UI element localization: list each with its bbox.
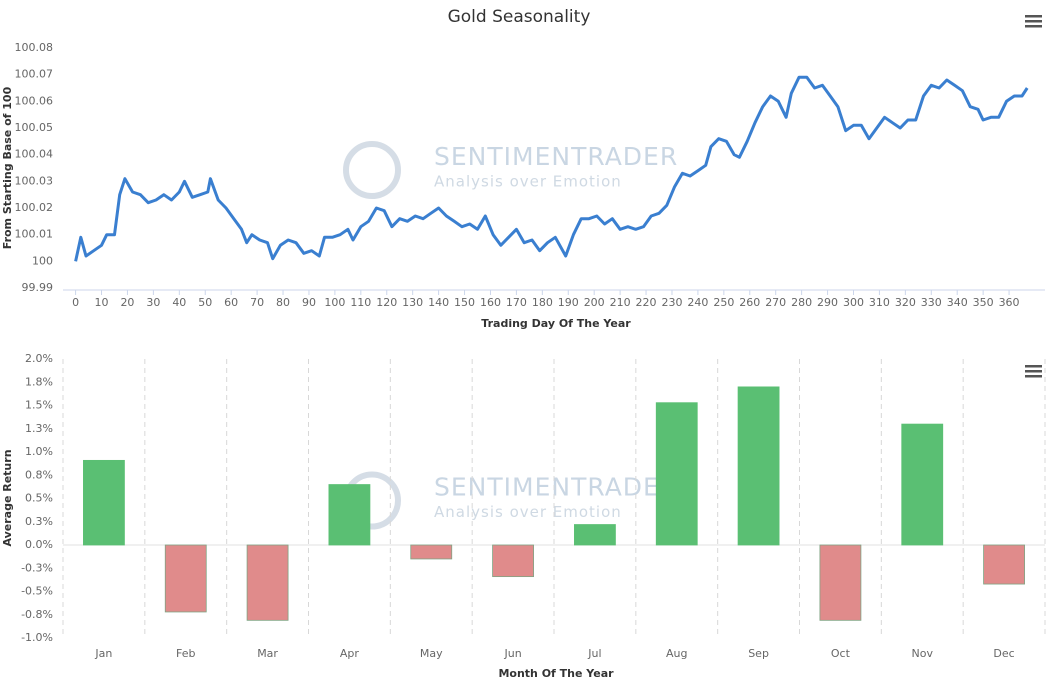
x-tick-label: Dec — [993, 647, 1014, 660]
x-tick-label: 40 — [172, 296, 186, 309]
y-tick-label: -1.0% — [21, 631, 53, 644]
watermark: Analysis over Emotion — [434, 173, 622, 191]
x-tick-label: 120 — [376, 296, 397, 309]
x-tick-label: 50 — [198, 296, 212, 309]
y-tick-label: 0.0% — [25, 538, 53, 551]
x-tick-label: Sep — [748, 647, 769, 660]
x-tick-label: Feb — [176, 647, 195, 660]
x-tick-label: 160 — [480, 296, 501, 309]
x-tick-label: 220 — [636, 296, 657, 309]
x-tick-label: 320 — [895, 296, 916, 309]
x-tick-label: 80 — [276, 296, 290, 309]
x-axis-title: Month Of The Year — [498, 667, 614, 680]
x-tick-label: 0 — [72, 296, 79, 309]
x-tick-label: 110 — [350, 296, 371, 309]
y-tick-label: 1.5% — [25, 399, 53, 412]
x-tick-label: 210 — [610, 296, 631, 309]
x-tick-label: 180 — [532, 296, 553, 309]
x-tick-label: 350 — [973, 296, 994, 309]
y-tick-label: 100.04 — [15, 148, 54, 161]
x-tick-label: Nov — [912, 647, 934, 660]
x-tick-label: 20 — [120, 296, 134, 309]
y-tick-label: 100.03 — [15, 174, 54, 187]
menu-icon[interactable] — [1025, 15, 1042, 28]
x-tick-label: Aug — [666, 647, 687, 660]
bar — [246, 544, 289, 621]
y-tick-label: -0.5% — [21, 585, 53, 598]
y-tick-label: 100.06 — [15, 94, 54, 107]
y-tick-label: 1.3% — [25, 422, 53, 435]
x-tick-label: 250 — [713, 296, 734, 309]
watermark: SENTIMENTRADER — [434, 142, 678, 171]
x-tick-label: 70 — [250, 296, 264, 309]
x-tick-label: 330 — [921, 296, 942, 309]
y-tick-label: -0.8% — [21, 608, 53, 621]
watermark: Analysis over Emotion — [434, 503, 622, 521]
bar — [737, 386, 780, 546]
y-tick-label: 100.08 — [15, 41, 54, 54]
bar — [819, 544, 862, 621]
y-axis-title: From Starting Base of 100 — [1, 86, 14, 249]
x-tick-label: 240 — [687, 296, 708, 309]
bar — [492, 544, 534, 578]
x-tick-label: May — [420, 647, 443, 660]
y-tick-label: 1.0% — [25, 445, 53, 458]
bar — [410, 544, 453, 560]
x-tick-label: 300 — [843, 296, 864, 309]
x-tick-label: Apr — [340, 647, 360, 660]
y-tick-label: 100 — [32, 254, 53, 267]
y-tick-label: -0.3% — [21, 561, 53, 574]
bar — [164, 544, 207, 613]
x-tick-label: 140 — [428, 296, 449, 309]
bar — [983, 544, 1025, 585]
bar — [655, 402, 698, 546]
x-tick-label: 130 — [402, 296, 423, 309]
x-tick-label: 90 — [302, 296, 316, 309]
bar — [901, 423, 944, 546]
x-tick-label: 10 — [95, 296, 109, 309]
x-tick-label: 290 — [817, 296, 838, 309]
watermark-logo — [343, 141, 401, 199]
y-tick-label: 100.01 — [15, 228, 54, 241]
menu-icon[interactable] — [1025, 365, 1042, 378]
x-tick-label: 150 — [454, 296, 475, 309]
y-axis-title: Average Return — [1, 449, 14, 546]
y-tick-label: 100.05 — [15, 121, 54, 134]
y-tick-label: 99.99 — [22, 281, 54, 294]
x-tick-label: 100 — [324, 296, 345, 309]
x-tick-label: 170 — [506, 296, 527, 309]
x-tick-label: 260 — [739, 296, 760, 309]
x-tick-label: 340 — [947, 296, 968, 309]
y-tick-label: 100.07 — [15, 68, 54, 81]
y-tick-label: 1.8% — [25, 375, 53, 388]
x-tick-label: 280 — [791, 296, 812, 309]
y-tick-label: 0.8% — [25, 468, 53, 481]
watermark: SENTIMENTRADER — [434, 473, 678, 502]
x-tick-label: 360 — [999, 296, 1020, 309]
x-tick-label: Mar — [257, 647, 278, 660]
x-tick-label: 60 — [224, 296, 238, 309]
bar — [574, 524, 616, 546]
x-tick-label: 230 — [661, 296, 682, 309]
bar — [83, 459, 125, 546]
line-series — [74, 75, 1029, 262]
x-tick-label: 270 — [765, 296, 786, 309]
bar — [328, 484, 371, 546]
chart-title: Gold Seasonality — [448, 7, 591, 27]
x-axis-title: Trading Day Of The Year — [481, 317, 631, 330]
x-tick-label: 190 — [558, 296, 579, 309]
x-tick-label: 200 — [584, 296, 605, 309]
x-tick-label: Jun — [503, 647, 521, 660]
y-tick-label: 100.02 — [15, 201, 54, 214]
y-tick-label: 2.0% — [25, 352, 53, 365]
y-tick-label: 0.5% — [25, 492, 53, 505]
x-tick-label: Jul — [587, 647, 601, 660]
y-tick-label: 0.3% — [25, 515, 53, 528]
x-tick-label: Jan — [94, 647, 112, 660]
x-tick-label: Oct — [831, 647, 851, 660]
x-tick-label: 310 — [869, 296, 890, 309]
x-tick-label: 30 — [146, 296, 160, 309]
